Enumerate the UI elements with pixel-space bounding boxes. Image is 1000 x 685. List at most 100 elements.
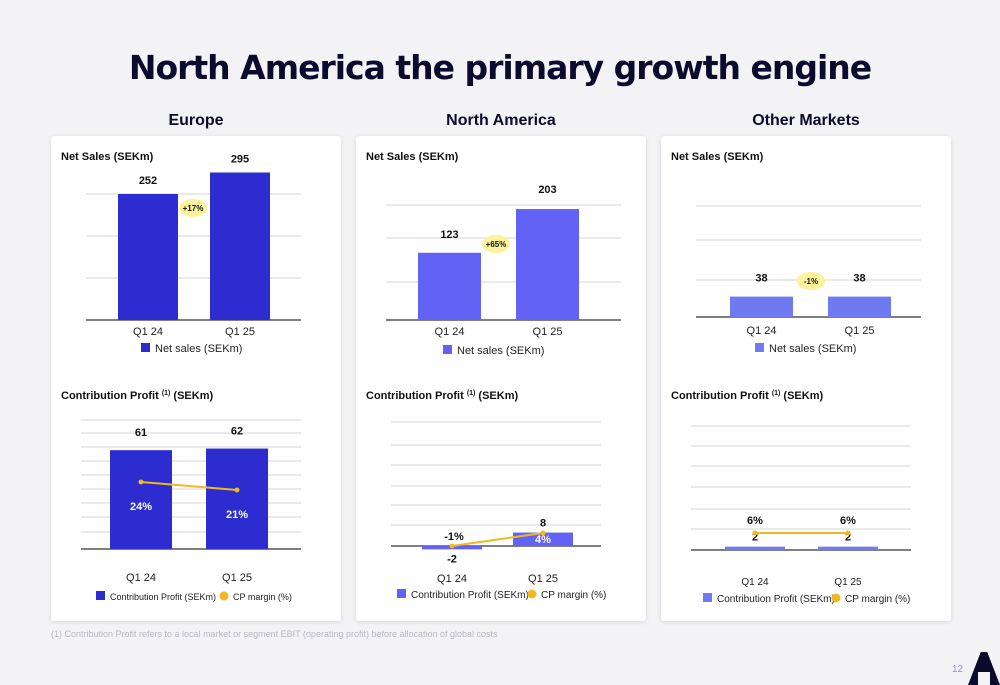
cp-margin-label: 21% <box>226 509 248 521</box>
x-tick-label: Q1 25 <box>834 577 862 588</box>
legend-label-cp-margin: CP margin (%) <box>541 590 606 601</box>
contribution-profit-chart-title: Contribution Profit (1) (SEKm) <box>61 390 213 402</box>
cp-title-main: Contribution Profit <box>366 390 467 402</box>
panel-other-markets: Net Sales (SEKm) 38 Q1 24 38 Q1 25 -1% Net sal… <box>661 136 951 621</box>
x-tick-label: Q1 24 <box>133 326 163 338</box>
cp-margin-line <box>451 532 544 547</box>
legend-label-cp-margin: CP margin (%) <box>233 592 292 602</box>
net-sales-bar-q1-25 <box>828 296 891 317</box>
net-sales-value-label: 123 <box>440 229 458 241</box>
cp-title-footnote-marker: (1) <box>162 390 171 397</box>
contribution-profit-chart-title: Contribution Profit (1) (SEKm) <box>366 390 518 402</box>
page-number: 12 <box>952 664 964 675</box>
cp-margin-label: 6% <box>840 515 856 527</box>
brand-logo-notch <box>978 672 990 685</box>
net-sales-bar-q1-24 <box>418 252 481 320</box>
panel-north-america: Net Sales (SEKm) 123 Q1 24 203 Q1 25 +65% Net … <box>356 136 646 621</box>
cp-margin-label: 24% <box>130 501 152 513</box>
cp-value-label: 2 <box>752 532 758 544</box>
cp-title-main: Contribution Profit <box>671 390 772 402</box>
legend-label-cp-margin: CP margin (%) <box>845 594 910 605</box>
contribution-profit-chart-title: Contribution Profit (1) (SEKm) <box>671 390 823 402</box>
cp-title-footnote-marker: (1) <box>467 390 476 397</box>
cp-title-unit: (SEKm) <box>475 390 518 402</box>
growth-badge-label: +17% <box>183 204 204 213</box>
legend-label-contribution-profit: Contribution Profit (SEKm) <box>411 590 529 601</box>
cp-value-label: 2 <box>845 532 851 544</box>
europe-charts: Net Sales (SEKm) 252 Q1 24 295 Q1 25 +17% Net … <box>61 151 301 602</box>
legend-label-net-sales: Net sales (SEKm) <box>457 345 544 357</box>
x-tick-label: Q1 24 <box>437 573 467 585</box>
net-sales-value-label: 252 <box>139 175 157 187</box>
x-tick-label: Q1 25 <box>528 573 558 585</box>
cp-bar-q1-24 <box>110 450 172 549</box>
cp-bar-q1-25 <box>818 546 878 550</box>
legend-swatch-contribution-profit <box>397 589 406 598</box>
x-tick-label: Q1 25 <box>222 572 252 584</box>
cp-title-footnote-marker: (1) <box>772 390 781 397</box>
growth-badge-label: -1% <box>804 277 818 286</box>
net-sales-bar-q1-25 <box>516 209 579 320</box>
cp-bar-q1-24 <box>725 546 785 550</box>
column-header-north-america: North America <box>446 112 556 129</box>
cp-title-unit: (SEKm) <box>170 390 213 402</box>
legend-swatch-cp-margin <box>527 589 537 599</box>
net-sales-chart-title: Net Sales (SEKm) <box>61 151 154 163</box>
cp-value-label: 8 <box>540 518 546 530</box>
column-header-europe: Europe <box>168 112 224 129</box>
page-title: North America the primary growth engine <box>128 48 872 87</box>
net-sales-value-label: 295 <box>231 154 249 166</box>
cp-margin-label: 6% <box>747 515 763 527</box>
legend-label-net-sales: Net sales (SEKm) <box>769 343 856 355</box>
panel-europe: Net Sales (SEKm) 252 Q1 24 295 Q1 25 +17% Net … <box>51 136 341 621</box>
cp-margin-point <box>752 530 758 536</box>
cp-margin-point <box>449 543 455 549</box>
cp-title-unit: (SEKm) <box>780 390 823 402</box>
growth-badge <box>797 272 825 290</box>
net-sales-chart-title: Net Sales (SEKm) <box>366 151 459 163</box>
legend-swatch-cp-margin <box>219 591 229 601</box>
net-sales-value-label: 38 <box>853 273 865 285</box>
cp-title-main: Contribution Profit <box>61 390 162 402</box>
x-tick-label: Q1 24 <box>741 577 769 588</box>
x-tick-label: Q1 24 <box>435 326 465 338</box>
cp-margin-line <box>140 481 238 491</box>
cp-bar-q1-25 <box>206 448 268 549</box>
legend-swatch-cp-margin <box>831 593 841 603</box>
cp-margin-point <box>540 530 546 536</box>
x-tick-label: Q1 24 <box>126 572 156 584</box>
cp-margin-label: -1% <box>444 531 464 543</box>
cp-margin-point <box>138 479 144 485</box>
net-sales-value-label: 203 <box>538 184 556 196</box>
legend-label-contribution-profit: Contribution Profit (SEKm) <box>717 594 835 605</box>
legend-swatch-net-sales <box>755 343 764 352</box>
cp-value-label: 62 <box>231 426 243 438</box>
growth-badge <box>482 235 510 253</box>
cp-value-label: -2 <box>447 553 457 565</box>
net-sales-chart-title: Net Sales (SEKm) <box>671 151 764 163</box>
net-sales-bar-q1-24 <box>730 296 793 317</box>
x-tick-label: Q1 25 <box>845 325 875 337</box>
other-markets-charts: Net Sales (SEKm) 38 Q1 24 38 Q1 25 -1% Net sal… <box>671 151 921 605</box>
x-tick-label: Q1 25 <box>533 326 563 338</box>
legend-swatch-net-sales <box>141 343 150 352</box>
cp-margin-point <box>845 530 851 536</box>
growth-badge <box>179 199 207 217</box>
x-tick-label: Q1 25 <box>225 326 255 338</box>
legend-swatch-net-sales <box>443 345 452 354</box>
net-sales-bar-q1-25 <box>210 172 270 320</box>
net-sales-value-label: 38 <box>755 273 767 285</box>
legend-swatch-contribution-profit <box>96 591 105 600</box>
column-header-other-markets: Other Markets <box>752 112 860 129</box>
north-america-charts: Net Sales (SEKm) 123 Q1 24 203 Q1 25 +65% Net … <box>366 151 621 601</box>
net-sales-bar-q1-24 <box>118 194 178 320</box>
x-tick-label: Q1 24 <box>747 325 777 337</box>
footnote: (1) Contribution Profit refers to a loca… <box>51 629 498 639</box>
legend-swatch-contribution-profit <box>703 593 712 602</box>
legend-label-contribution-profit: Contribution Profit (SEKm) <box>110 592 216 602</box>
legend-label-net-sales: Net sales (SEKm) <box>155 343 242 355</box>
cp-margin-label: 4% <box>535 534 551 546</box>
cp-margin-point <box>234 487 240 493</box>
growth-badge-label: +65% <box>486 240 507 249</box>
cp-value-label: 61 <box>135 427 147 439</box>
